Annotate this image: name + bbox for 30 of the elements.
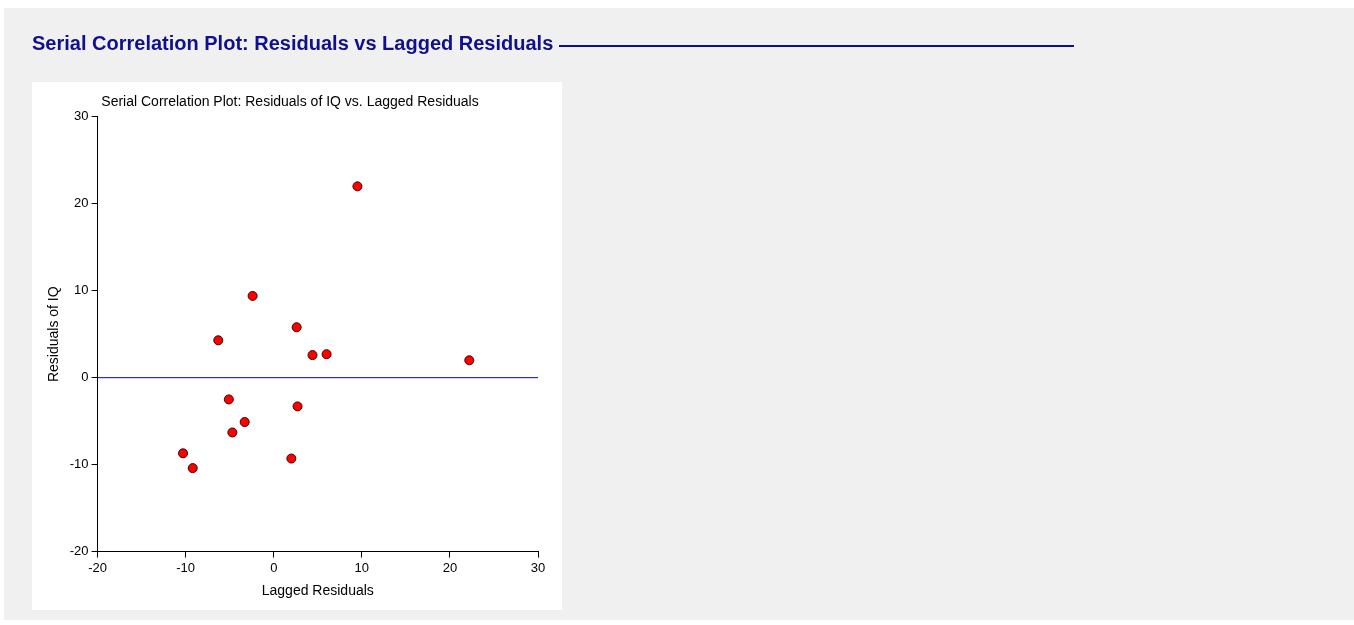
point [464,355,475,366]
point [213,335,224,346]
x-tick-label: -10 [176,559,196,575]
y-tick-label: -10 [69,456,89,472]
point [291,322,302,333]
point [239,417,250,428]
chart-title: Serial Correlation Plot: Residuals vs Lagged Residuals [32,32,554,55]
x-tick-label: 0 [270,559,278,575]
y-tick-label: 10 [74,282,89,298]
point [352,181,363,192]
point [178,448,189,459]
chart-subtitle: Serial Correlation Plot: Residuals of IQ vs. Lagged Residuals [101,93,479,110]
x-tick-label: 20 [442,559,458,575]
x-tick-label: 10 [354,559,370,575]
point [223,394,234,405]
y-tick-label: 20 [74,195,89,211]
y-tick-label: 30 [74,108,89,124]
y-axis-title: Residuals of IQ [45,286,62,383]
y-tick-label: 0 [81,369,89,385]
x-tick-label: -20 [88,559,107,575]
y-tick-label: -20 [69,543,89,559]
point [307,350,318,361]
point [187,463,198,474]
point [321,349,332,360]
point [227,427,238,438]
point [292,401,303,412]
point [247,290,258,301]
x-tick-label: 30 [530,559,546,575]
point [286,453,297,464]
x-axis-title: Lagged Residuals [261,582,374,599]
